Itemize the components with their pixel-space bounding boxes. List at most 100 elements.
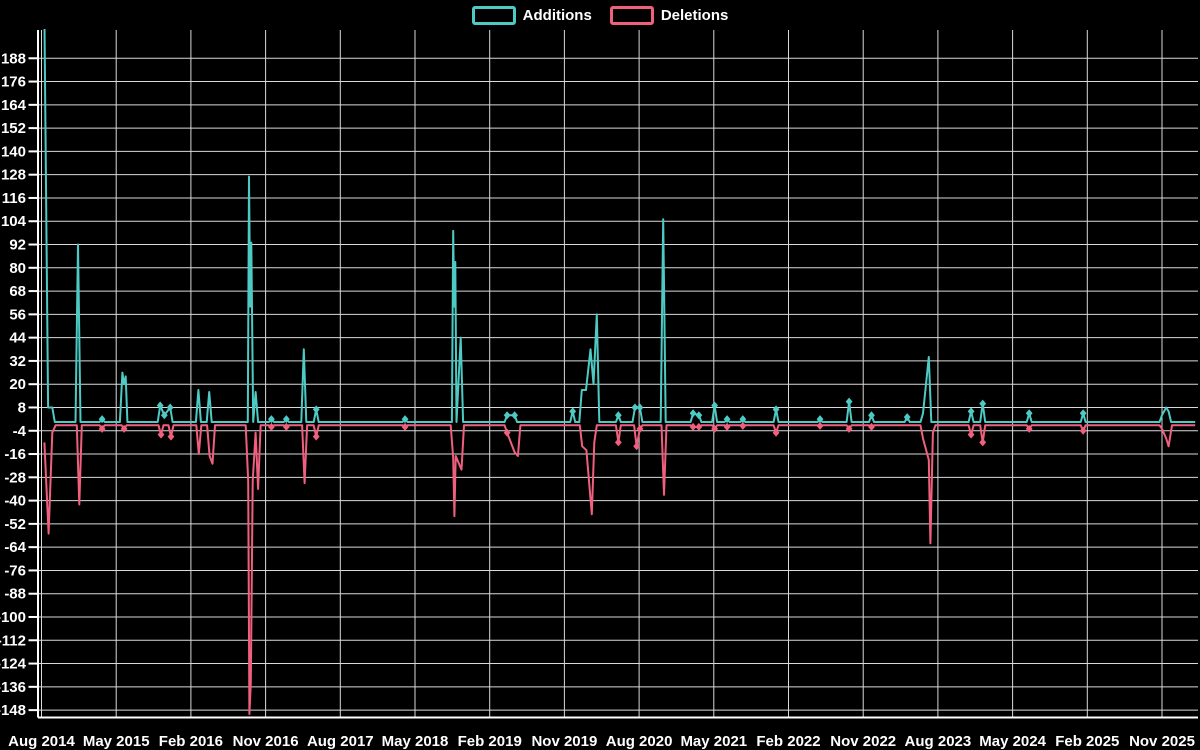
deletions-marker-icon (282, 422, 290, 431)
y-tick-label: 56 (9, 306, 26, 323)
x-tick-label: Nov 2019 (531, 733, 597, 750)
deletions-marker-icon (503, 428, 511, 437)
additions-marker-icon (845, 397, 853, 406)
y-tick-label: -64 (4, 539, 26, 556)
axes (37, 30, 1198, 719)
x-tick-label: May 2024 (979, 733, 1046, 750)
additions-marker-icon (816, 415, 824, 424)
additions-marker-icon (739, 415, 747, 424)
additions-marker-icon (967, 407, 975, 416)
x-axis-ticks: Aug 2014 May 2015 Feb 2016 Nov 2016 Aug 2017… (8, 733, 1195, 750)
chart-legend: Additions Deletions (0, 6, 1200, 25)
deletions-marker-icon (633, 442, 641, 451)
deletions-swatch-icon (609, 6, 654, 25)
additions-line (43, 29, 1196, 423)
y-tick-label: -40 (4, 493, 26, 510)
deletions-marker-icon (1079, 426, 1087, 435)
y-tick-label: -112 (0, 632, 26, 649)
y-tick-label: 140 (1, 143, 26, 160)
x-tick-label: Feb 2016 (159, 733, 223, 750)
y-tick-label: 32 (9, 353, 26, 370)
deletions-marker-icon (723, 422, 731, 431)
deletions-marker-icon (98, 424, 106, 433)
deletions-marker-icon (268, 422, 275, 431)
y-tick-label: 8 (18, 399, 26, 416)
y-tick-label: 128 (1, 167, 26, 184)
additions-marker-icon (723, 415, 731, 424)
additions-marker-icon (614, 411, 622, 420)
series-lines (43, 29, 1196, 715)
legend-item-additions[interactable]: Additions (471, 6, 592, 25)
deletions-marker-icon (120, 424, 128, 433)
additions-marker-icon (689, 409, 697, 418)
y-tick-label: 176 (1, 74, 26, 91)
x-tick-label: Nov 2025 (1129, 733, 1195, 750)
y-tick-label: 104 (1, 213, 27, 230)
deletions-marker-icon (1025, 424, 1033, 433)
deletions-marker-icon (711, 424, 719, 433)
additions-marker-icon (1079, 409, 1087, 418)
x-tick-label: Nov 2022 (830, 733, 896, 750)
y-axis-ticks: 188 176 164 152 140 128 116 104 92 80 68 56 44 32 20 8 -… (0, 50, 38, 719)
y-tick-label: -76 (4, 562, 26, 579)
deletions-marker-icon (845, 424, 853, 433)
y-tick-label: -52 (4, 516, 26, 533)
additions-swatch-icon (471, 6, 516, 25)
deletions-marker-icon (636, 424, 644, 433)
y-tick-label: 152 (1, 120, 26, 137)
x-tick-label: Feb 2025 (1055, 733, 1119, 750)
deletions-marker-icon (157, 430, 165, 439)
x-tick-label: Aug 2023 (905, 733, 972, 750)
deletions-marker-icon (967, 430, 975, 439)
deletions-marker-icon (739, 421, 747, 430)
additions-marker-icon (631, 403, 639, 412)
additions-marker-icon (312, 405, 320, 414)
x-tick-label: Aug 2014 (8, 733, 75, 750)
additions-marker-icon (503, 411, 511, 420)
point-markers (98, 397, 1087, 451)
y-tick-label: -136 (0, 679, 26, 696)
deletions-line (43, 424, 1196, 715)
deletions-legend-label: Deletions (660, 7, 729, 24)
deletions-marker-icon (614, 438, 622, 447)
y-tick-label: -16 (4, 446, 26, 463)
y-tick-label: 164 (1, 97, 27, 114)
additions-marker-icon (511, 411, 518, 420)
additions-marker-icon (401, 415, 409, 424)
x-tick-label: Nov 2016 (233, 733, 299, 750)
deletions-marker-icon (816, 421, 824, 430)
y-tick-label: 188 (1, 50, 26, 67)
additions-marker-icon (903, 413, 911, 422)
x-tick-label: Feb 2019 (458, 733, 522, 750)
x-tick-label: Feb 2022 (756, 733, 820, 750)
y-tick-label: -28 (4, 469, 26, 486)
additions-marker-icon (569, 407, 577, 416)
deletions-marker-icon (868, 422, 875, 431)
deletions-marker-icon (695, 422, 703, 431)
additions-marker-icon (695, 411, 703, 420)
additions-marker-icon (98, 415, 106, 424)
x-tick-label: Aug 2020 (606, 733, 673, 750)
x-tick-label: May 2015 (83, 733, 150, 750)
y-tick-label: -100 (0, 609, 26, 626)
x-tick-label: Aug 2017 (307, 733, 374, 750)
y-tick-label: 80 (9, 260, 26, 277)
gridlines (38, 30, 1198, 718)
y-tick-label: 20 (9, 376, 26, 393)
additions-marker-icon (160, 411, 168, 420)
additions-marker-icon (282, 415, 290, 424)
additions-marker-icon (1025, 409, 1033, 418)
y-tick-label: 68 (9, 283, 26, 300)
y-tick-label: 116 (2, 190, 26, 207)
legend-item-deletions[interactable]: Deletions (609, 6, 729, 25)
additions-marker-icon (156, 401, 164, 410)
x-tick-label: May 2021 (680, 733, 747, 750)
y-tick-label: 44 (9, 330, 26, 347)
y-tick-label: -88 (4, 586, 26, 603)
additions-marker-icon (711, 401, 719, 410)
additions-marker-icon (636, 403, 644, 412)
additions-marker-icon (166, 403, 174, 412)
additions-marker-icon (772, 405, 780, 414)
